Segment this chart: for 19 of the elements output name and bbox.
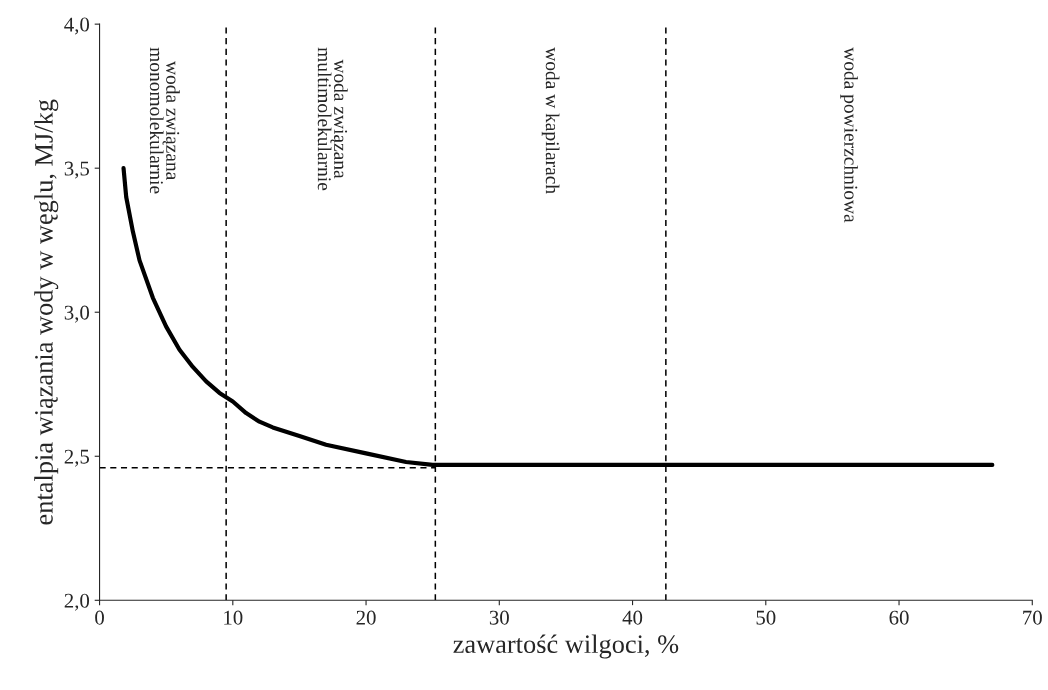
- x-tick-label: 40: [622, 610, 643, 625]
- x-tick-label: 30: [489, 610, 509, 625]
- y-tick-label: 3,5: [64, 161, 90, 179]
- x-tick-label: 0: [95, 610, 104, 625]
- y-tick-label: 4,0: [64, 17, 90, 35]
- x-tick-label: 70: [1023, 610, 1042, 625]
- annotation: woda związana multimolekularnie: [317, 47, 348, 191]
- y-axis-title: entalpia wiązania wody w węglu, MJ/kg: [34, 99, 59, 525]
- annotation: woda w kapilarach: [541, 47, 560, 194]
- y-tick-label: 3,0: [64, 305, 90, 323]
- x-axis-title: zawartość wilgoci, %: [453, 634, 679, 659]
- y-tick-label: 2,0: [64, 593, 90, 611]
- annotation: woda związana monomolekularnie: [149, 47, 180, 194]
- y-tick-label: 2,5: [64, 449, 90, 467]
- x-tick-label: 10: [224, 610, 243, 625]
- x-tick-label: 50: [756, 610, 776, 625]
- annotation: woda powierzchniowa: [840, 47, 858, 223]
- x-tick-label: 20: [356, 610, 376, 625]
- x-tick-label: 60: [889, 610, 909, 625]
